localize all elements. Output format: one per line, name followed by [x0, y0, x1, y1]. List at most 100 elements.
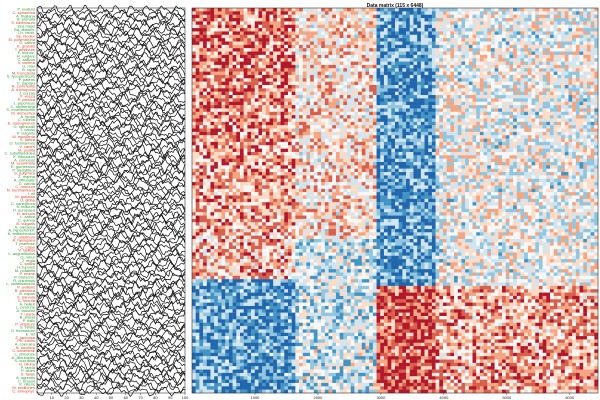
heatmap-cell — [524, 111, 529, 116]
heatmap-cell — [553, 85, 558, 89]
heatmap-cell — [516, 48, 521, 52]
heatmap-cell — [343, 118, 348, 123]
heatmap-cell — [306, 108, 311, 112]
heatmap-cell — [402, 78, 407, 82]
heatmap-cell — [310, 14, 314, 19]
heatmap-cell — [321, 125, 326, 129]
heatmap-cell — [262, 61, 267, 66]
heatmap-cell — [347, 54, 351, 59]
heatmap-cell — [535, 44, 540, 49]
profile-line — [36, 335, 186, 346]
heatmap-cell — [583, 85, 588, 89]
heatmap-cell — [498, 61, 503, 66]
heatmap-cell — [265, 61, 270, 66]
heatmap-cell — [450, 38, 455, 42]
heatmap-cell — [247, 111, 252, 116]
heatmap-cell — [302, 64, 307, 69]
heatmap-cell — [361, 138, 366, 143]
heatmap-cell — [376, 48, 381, 52]
heatmap-cell — [199, 88, 204, 92]
heatmap-cell — [262, 135, 267, 139]
heatmap-cell — [236, 64, 241, 69]
heatmap-cell — [409, 148, 414, 153]
heatmap-cell — [214, 24, 219, 29]
heatmap-cell — [210, 101, 215, 106]
heatmap-cell — [417, 91, 422, 96]
heatmap-cell — [302, 88, 307, 92]
heatmap-cell — [435, 135, 440, 139]
heatmap-cell — [195, 24, 200, 29]
heatmap-cell — [546, 24, 551, 29]
heatmap-cell — [372, 71, 377, 76]
heatmap-cell — [483, 101, 488, 106]
heatmap-cell — [550, 14, 554, 19]
heatmap-cell — [299, 115, 303, 119]
heatmap-cell — [402, 11, 407, 15]
heatmap-cell — [225, 58, 230, 62]
heatmap-cell — [454, 108, 458, 112]
heatmap-cell — [417, 81, 422, 86]
heatmap-cell — [317, 71, 322, 76]
heatmap-cell — [575, 14, 580, 19]
heatmap-cell — [564, 71, 569, 76]
heatmap-cell — [306, 8, 311, 12]
heatmap-cell — [228, 128, 233, 133]
profile-line — [36, 177, 186, 191]
heatmap-cell — [420, 121, 425, 126]
profile-line — [36, 274, 186, 286]
heatmap-cell — [553, 61, 558, 66]
heatmap-cell — [310, 101, 314, 106]
heatmap-cell — [538, 138, 543, 143]
heatmap-cell — [269, 54, 274, 59]
heatmap-cell — [217, 111, 222, 116]
heatmap-cell — [465, 138, 470, 143]
heatmap-cell — [527, 71, 532, 76]
heatmap-cell — [265, 141, 270, 146]
heatmap-cell — [254, 78, 259, 82]
heatmap-cell — [498, 74, 503, 79]
heatmap-cell — [383, 74, 388, 79]
heatmap-cell — [586, 81, 591, 86]
heatmap-cell — [251, 11, 255, 15]
heatmap-cell — [446, 101, 451, 106]
heatmap-cell — [579, 135, 584, 139]
heatmap-cell — [428, 125, 433, 129]
heatmap-cell — [214, 64, 219, 69]
heatmap-cell — [302, 121, 307, 126]
heatmap-cell — [232, 51, 237, 56]
heatmap-cell — [343, 88, 348, 92]
heatmap-cell — [435, 14, 440, 19]
heatmap-cell — [395, 61, 399, 66]
heatmap-cell — [431, 41, 436, 46]
heatmap-cell — [505, 145, 510, 149]
heatmap-cell — [468, 38, 473, 42]
heatmap-cell — [446, 145, 451, 149]
heatmap-cell — [409, 48, 414, 52]
heatmap-cell — [221, 118, 226, 123]
heatmap-cell — [365, 31, 370, 35]
heatmap-cell — [490, 14, 495, 19]
heatmap-cell — [343, 128, 348, 133]
heatmap-cell — [199, 151, 204, 156]
heatmap-cell — [350, 41, 355, 46]
row-label: M. truncatula — [12, 70, 36, 75]
heatmap-cell — [265, 11, 270, 15]
heatmap-cell — [243, 145, 248, 149]
heatmap-cell — [561, 28, 565, 32]
heatmap-cell — [465, 105, 470, 109]
heatmap-cell — [575, 108, 580, 112]
heatmap-title: Data matrix (115 x 6448) — [367, 3, 424, 9]
row-label: A. comosus — [14, 157, 35, 162]
heatmap-cell — [251, 101, 255, 106]
heatmap-cell — [457, 74, 462, 79]
heatmap-cell — [339, 135, 344, 139]
heatmap-cell — [295, 138, 300, 143]
heatmap-cell — [203, 64, 207, 69]
heatmap-cell — [206, 101, 211, 106]
heatmap-cell — [265, 95, 270, 99]
heatmap-cell — [313, 91, 318, 96]
heatmap-cell — [435, 85, 440, 89]
heatmap-cell — [284, 85, 289, 89]
heatmap-cell — [420, 81, 425, 86]
heatmap-cell — [561, 54, 565, 59]
